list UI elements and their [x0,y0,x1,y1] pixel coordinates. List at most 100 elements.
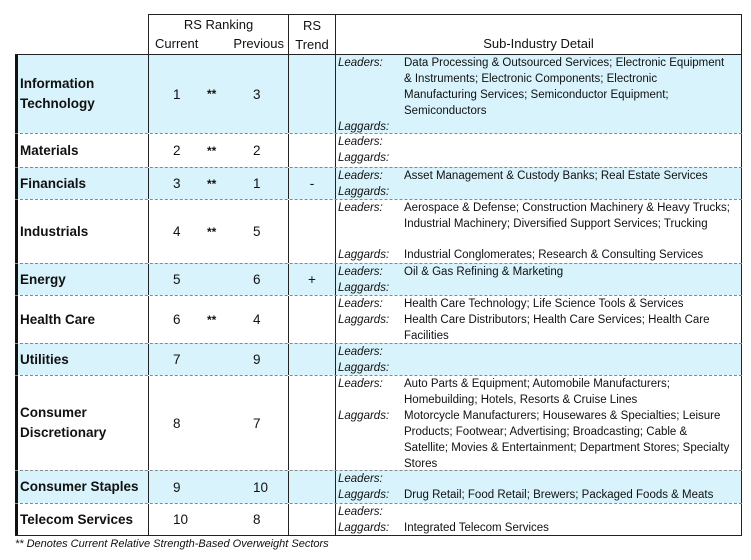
sector-name: Financials [15,168,148,199]
rs-ranking-cell: 6 ** 4 [148,296,288,343]
previous-rank: 9 [253,352,261,367]
sub-industry-header: Sub-Industry Detail [335,14,742,54]
previous-rank: 8 [253,512,261,527]
rs-trend-line2: Trend [295,37,329,52]
leaders-text: Aerospace & Defense; Construction Machin… [404,202,730,230]
leaders-text: Auto Parts & Equipment; Automobile Manuf… [404,378,670,406]
laggards-label: Laggards: [338,121,390,133]
rs-trend: - [288,168,335,199]
previous-rank: 10 [253,479,269,495]
leaders-line: Leaders: Aerospace & Defense; Constructio… [338,200,741,232]
rs-ranking-cell: 10 8 [148,504,288,535]
laggards-line: Laggards: Motorcycle Manufacturers; House… [338,408,741,472]
overweight-marker: ** [207,312,217,327]
table-row: Materials 2 ** 2 Leaders: Laggards: [15,133,742,167]
rs-trend-header: RS Trend [288,14,335,54]
laggards-label: Laggards: [338,282,390,294]
previous-rank: 7 [253,415,261,431]
sector-name: Health Care [15,296,148,343]
table-row: Financials 3 ** 1 - Leaders: Asset Manage… [15,167,742,199]
leaders-line: Leaders: Data Processing & Outsourced Ser… [338,55,741,119]
laggards-line: Laggards: Health Care Distributors; Healt… [338,312,741,344]
leaders-line: Leaders: [338,504,741,520]
laggards-label: Laggards: [338,186,390,198]
table-header: RS Ranking Current Previous RS Trend Sub-… [15,14,742,54]
leaders-line: Leaders: [338,344,741,360]
sector-name: Telecom Services [15,504,148,535]
laggards-label: Laggards: [338,489,390,501]
laggards-text [404,360,741,376]
leaders-line: Leaders: Health Care Technology; Life Sci… [338,296,741,312]
previous-rank: 1 [253,176,261,191]
laggards-text [404,280,741,296]
laggards-label: Laggards: [338,152,390,164]
sector-ranking-table: RS Ranking Current Previous RS Trend Sub-… [15,14,742,536]
laggards-text [404,119,741,135]
overweight-marker: ** [207,143,217,158]
laggards-label: Laggards: [338,362,390,374]
leaders-label: Leaders: [338,298,383,310]
rs-ranking-cell: 1 ** 3 [148,55,288,133]
leaders-label: Leaders: [338,136,383,148]
leaders-text: Data Processing & Outsourced Services; E… [404,57,725,117]
previous-header: Previous [233,36,284,51]
leaders-line: Leaders: Asset Management & Custody Banks… [338,168,741,184]
sub-industry-detail: Leaders: Data Processing & Outsourced Ser… [335,55,742,133]
leaders-label: Leaders: [338,378,383,390]
leaders-text: Oil & Gas Refining & Marketing [404,266,564,278]
sub-industry-detail: Leaders: Oil & Gas Refining & Marketing L… [335,264,742,295]
laggards-line: Laggards: [338,360,741,376]
table-row: Information Technology 1 ** 3 Leaders: Da… [15,54,742,133]
leaders-line: Leaders: [338,134,741,150]
laggards-label: Laggards: [338,522,390,534]
sub-industry-detail: Leaders: Health Care Technology; Life Sci… [335,296,742,343]
laggards-line: Laggards: [338,280,741,296]
sector-name: Consumer Staples [15,471,148,503]
laggards-text [404,150,741,166]
sector-name: Consumer Discretionary [15,376,148,470]
leaders-text [404,344,741,360]
sector-name: Utilities [15,344,148,375]
laggards-text [404,184,741,200]
rs-ranking-cell: 5 6 [148,264,288,295]
leaders-label: Leaders: [338,57,383,69]
overweight-marker: ** [207,176,217,191]
leaders-line: Leaders: Oil & Gas Refining & Marketing [338,264,741,280]
rs-ranking-title: RS Ranking [183,17,254,32]
table-row: Consumer Discretionary 8 7 Leaders: Auto … [15,375,742,470]
current-rank: 4 [173,224,181,239]
sector-name: Materials [15,134,148,167]
rs-trend [288,344,335,375]
previous-rank: 6 [253,272,261,287]
sub-industry-detail: Leaders: Aerospace & Defense; Constructio… [335,200,742,263]
laggards-line: Laggards: Industrial Conglomerates; Resea… [338,247,741,263]
laggards-label: Laggards: [338,249,390,261]
leaders-text [404,504,741,520]
laggards-line: Laggards: Drug Retail; Food Retail; Brewe… [338,487,741,503]
rs-trend [288,376,335,470]
previous-rank: 2 [253,143,261,158]
current-rank: 6 [173,312,181,327]
current-rank: 1 [173,86,181,102]
leaders-label: Leaders: [338,202,383,214]
laggards-text: Health Care Distributors; Health Care Se… [404,314,710,342]
table-row: Telecom Services 10 8 Leaders: Laggards:… [15,503,742,536]
rs-trend [288,200,335,263]
leaders-line: Leaders: Auto Parts & Equipment; Automobi… [338,376,741,408]
leaders-label: Leaders: [338,170,383,182]
current-header: Current [155,36,199,51]
laggards-line: Laggards: [338,184,741,200]
rs-ranking-cell: 3 ** 1 [148,168,288,199]
overweight-marker: ** [207,87,217,101]
laggards-line: Laggards: [338,119,741,135]
current-rank: 5 [173,272,181,287]
leaders-text [404,134,741,150]
overweight-marker: ** [207,224,217,239]
table-row: Industrials 4 ** 5 Leaders: Aerospace & D… [15,199,742,263]
table-row: Health Care 6 ** 4 Leaders: Health Care T… [15,295,742,343]
laggards-text: Industrial Conglomerates; Research & Con… [404,249,704,261]
current-rank: 9 [173,479,181,495]
leaders-label: Leaders: [338,266,383,278]
rs-trend: + [288,264,335,295]
laggards-label: Laggards: [338,314,390,326]
